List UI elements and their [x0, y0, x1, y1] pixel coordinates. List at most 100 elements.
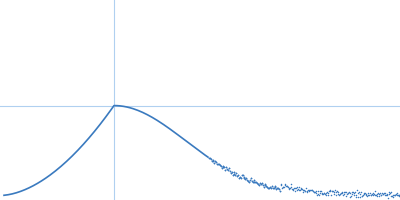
Point: [357, 195, 364, 198]
Point: [348, 194, 354, 197]
Point: [379, 193, 386, 196]
Point: [233, 171, 240, 175]
Point: [369, 193, 375, 196]
Point: [305, 188, 311, 191]
Point: [314, 190, 321, 193]
Point: [336, 193, 342, 196]
Point: [246, 180, 252, 184]
Point: [352, 190, 358, 194]
Point: [273, 187, 280, 190]
Point: [212, 159, 218, 163]
Point: [292, 190, 299, 193]
Point: [214, 162, 220, 166]
Point: [368, 194, 374, 197]
Point: [254, 182, 260, 185]
Point: [210, 159, 217, 162]
Point: [234, 175, 240, 178]
Point: [306, 189, 312, 192]
Point: [270, 186, 276, 189]
Point: [389, 194, 395, 197]
Point: [278, 183, 284, 186]
Point: [365, 192, 372, 195]
Point: [342, 191, 348, 194]
Point: [213, 160, 220, 164]
Point: [348, 191, 355, 194]
Point: [328, 190, 335, 193]
Point: [392, 193, 398, 197]
Point: [228, 171, 234, 175]
Point: [390, 195, 396, 198]
Point: [210, 159, 217, 162]
Point: [294, 188, 300, 192]
Point: [281, 185, 287, 189]
Point: [258, 182, 265, 185]
Point: [274, 187, 280, 190]
Point: [207, 157, 213, 160]
Point: [268, 184, 275, 187]
Point: [311, 190, 317, 193]
Point: [364, 194, 370, 198]
Point: [261, 184, 268, 187]
Point: [277, 190, 283, 193]
Point: [335, 191, 342, 194]
Point: [280, 185, 286, 188]
Point: [301, 188, 307, 192]
Point: [375, 192, 381, 195]
Point: [377, 193, 384, 196]
Point: [225, 169, 231, 172]
Point: [244, 178, 250, 182]
Point: [248, 179, 255, 182]
Point: [312, 191, 318, 194]
Point: [218, 166, 225, 169]
Point: [349, 192, 356, 196]
Point: [296, 189, 303, 192]
Point: [356, 191, 362, 194]
Point: [387, 192, 393, 195]
Point: [284, 185, 290, 188]
Point: [360, 191, 367, 194]
Point: [290, 188, 297, 191]
Point: [271, 185, 278, 188]
Point: [256, 184, 262, 187]
Point: [351, 193, 358, 197]
Point: [241, 176, 248, 179]
Point: [266, 186, 272, 189]
Point: [326, 190, 332, 193]
Point: [251, 180, 258, 183]
Point: [252, 181, 258, 184]
Point: [333, 191, 340, 194]
Point: [332, 194, 339, 197]
Point: [342, 194, 349, 197]
Point: [284, 185, 290, 188]
Point: [226, 167, 232, 170]
Point: [222, 168, 228, 172]
Point: [344, 191, 351, 194]
Point: [322, 192, 328, 195]
Point: [275, 186, 281, 190]
Point: [236, 176, 242, 179]
Point: [265, 186, 271, 189]
Point: [208, 157, 214, 160]
Point: [395, 194, 400, 197]
Point: [237, 175, 243, 178]
Point: [330, 193, 337, 196]
Point: [263, 185, 270, 188]
Point: [388, 195, 394, 198]
Point: [323, 193, 330, 196]
Point: [356, 192, 363, 195]
Point: [339, 190, 346, 193]
Point: [232, 173, 238, 176]
Point: [295, 187, 301, 191]
Point: [393, 192, 399, 196]
Point: [297, 188, 303, 192]
Point: [369, 193, 376, 196]
Point: [217, 164, 223, 167]
Point: [310, 191, 317, 194]
Point: [373, 194, 380, 198]
Point: [363, 193, 370, 196]
Point: [276, 188, 282, 191]
Point: [271, 185, 278, 188]
Point: [230, 173, 236, 176]
Point: [250, 178, 257, 181]
Point: [381, 191, 388, 194]
